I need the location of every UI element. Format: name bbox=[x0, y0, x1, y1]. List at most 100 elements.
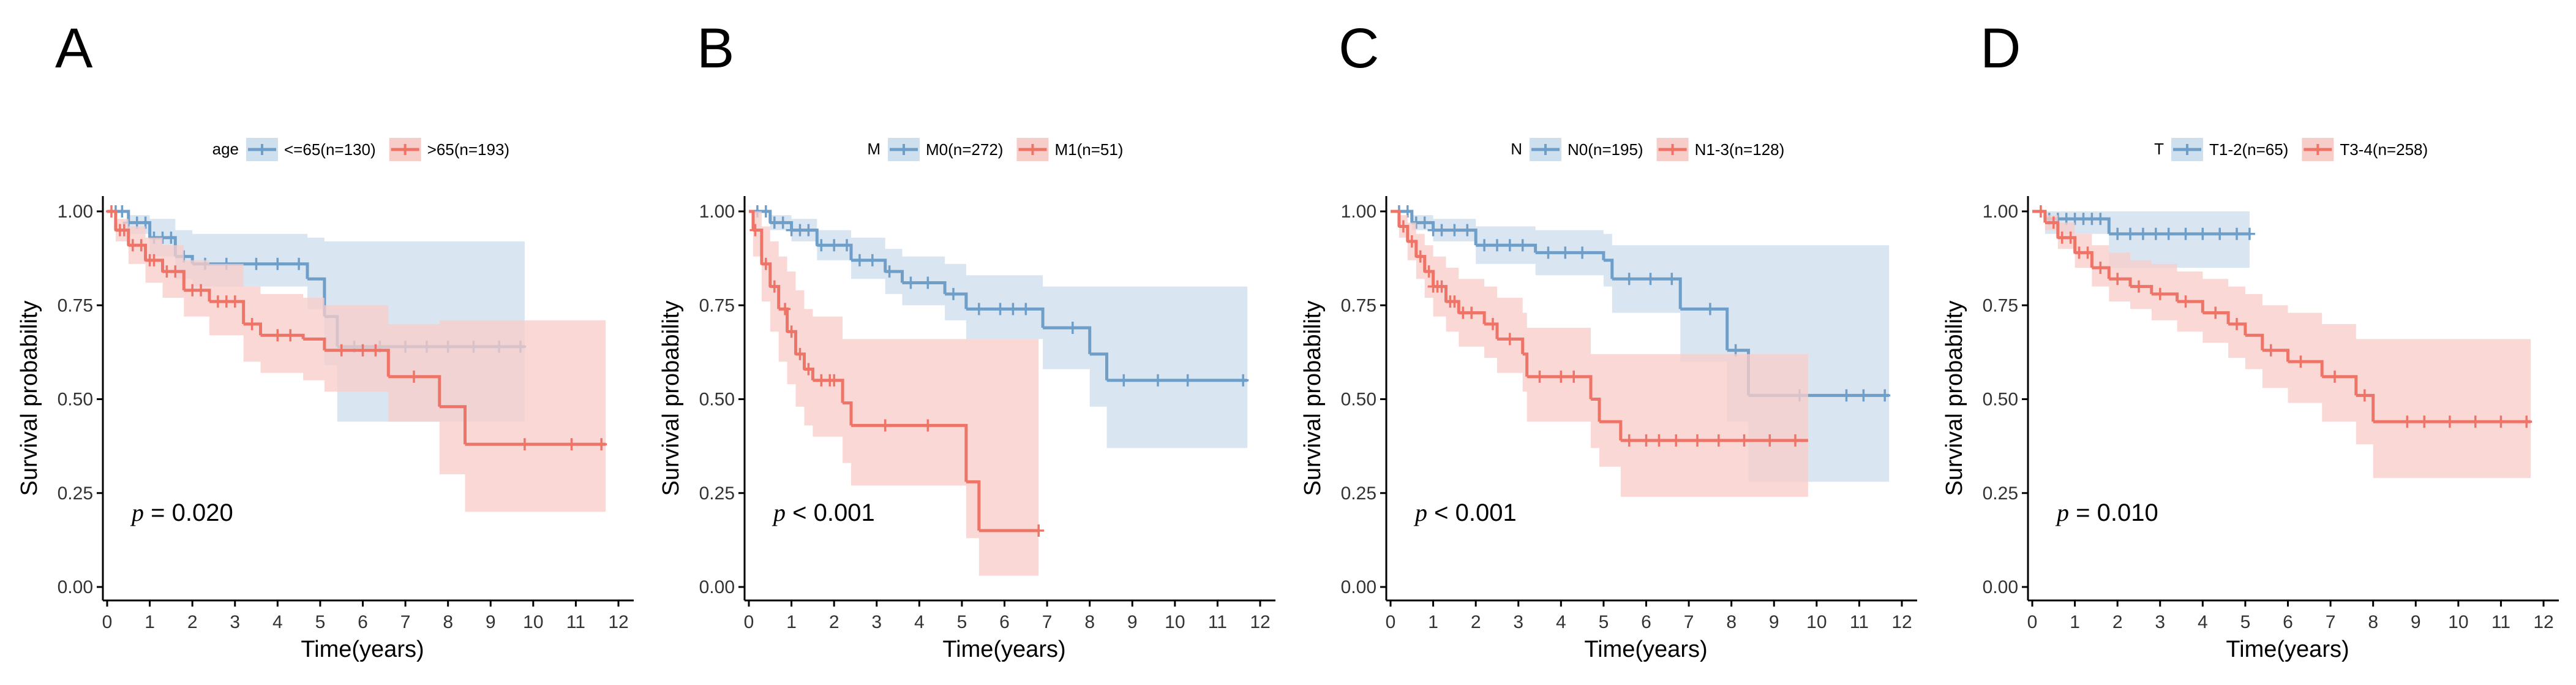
censor-mark bbox=[1764, 434, 1776, 447]
p-symbol: p bbox=[130, 499, 144, 526]
censor-mark bbox=[2444, 415, 2455, 428]
legend: age <=65(n=130) >65(n=193) bbox=[212, 138, 509, 161]
x-axis-label: Time(years) bbox=[1584, 637, 1707, 662]
x-tick-label: 1 bbox=[145, 612, 155, 632]
censor-mark bbox=[866, 254, 878, 267]
panel-letter: D bbox=[1980, 17, 2021, 80]
series-2 bbox=[1391, 210, 1808, 497]
legend-label: <=65(n=130) bbox=[284, 140, 376, 159]
x-tick-label: 11 bbox=[1850, 612, 1869, 632]
censor-mark bbox=[2401, 415, 2413, 428]
censor-mark bbox=[272, 329, 284, 342]
x-tick-label: 10 bbox=[523, 612, 543, 632]
censor-mark bbox=[2065, 231, 2076, 244]
panel-letter: A bbox=[55, 17, 93, 80]
x-tick-label: 0 bbox=[102, 612, 113, 632]
legend-key-marker bbox=[1027, 144, 1038, 155]
legend: T T1-2(n=65) T3-4(n=258) bbox=[2154, 138, 2428, 161]
censor-mark bbox=[1237, 374, 1249, 387]
censor-mark bbox=[1406, 235, 1418, 248]
censor-mark bbox=[1623, 273, 1635, 286]
censor-mark bbox=[2180, 227, 2191, 240]
y-tick-label: 0.00 bbox=[699, 577, 735, 597]
y-tick-label: 1.00 bbox=[1983, 202, 2018, 222]
legend-label: N0(n=195) bbox=[1568, 140, 1643, 159]
x-tick-label: 9 bbox=[2411, 612, 2421, 632]
censor-mark bbox=[973, 303, 985, 316]
censor-mark bbox=[1462, 224, 1473, 237]
x-tick-label: 3 bbox=[1513, 612, 1523, 632]
censor-mark bbox=[118, 224, 130, 237]
x-tick-label: 1 bbox=[2070, 612, 2080, 632]
panel-c: C N N0(n=195) N1-3(n=128) 0.00 0.25 0.50 0.75 1.… bbox=[1300, 17, 1917, 662]
y-axis-label: Survival probability bbox=[1942, 301, 1967, 496]
y-tick-label: 1.00 bbox=[58, 202, 93, 222]
censor-mark bbox=[1713, 434, 1724, 447]
censor-mark bbox=[1504, 333, 1515, 346]
censor-mark bbox=[2244, 227, 2255, 240]
x-tick-label: 12 bbox=[2533, 612, 2553, 632]
x-tick-label: 6 bbox=[999, 612, 1010, 632]
x-tick-label: 6 bbox=[1641, 612, 1651, 632]
legend-label: M1(n=51) bbox=[1054, 140, 1123, 159]
p-value-label: p < 0.001 bbox=[772, 499, 875, 526]
censor-mark bbox=[905, 276, 917, 289]
censor-mark bbox=[293, 257, 305, 270]
panel-d: D T T1-2(n=65) T3-4(n=258) 0.00 0.25 0.50 0.75 1… bbox=[1942, 17, 2559, 662]
p-value: = 0.020 bbox=[144, 499, 233, 526]
censor-mark bbox=[195, 284, 207, 297]
censor-mark bbox=[1653, 434, 1665, 447]
p-symbol: p bbox=[2055, 499, 2069, 526]
series-2 bbox=[749, 210, 1045, 576]
x-tick-label: 5 bbox=[2240, 612, 2251, 632]
legend-label: T3-4(n=258) bbox=[2340, 140, 2428, 159]
censor-mark bbox=[357, 344, 369, 357]
series-1 bbox=[749, 205, 1249, 448]
legend: N N0(n=195) N1-3(n=128) bbox=[1511, 138, 1784, 161]
censor-mark bbox=[272, 257, 284, 270]
censor-mark bbox=[1738, 434, 1750, 447]
p-value-label: p < 0.001 bbox=[1413, 499, 1517, 526]
censor-mark bbox=[2210, 306, 2221, 319]
censor-mark bbox=[1449, 295, 1460, 308]
censor-mark bbox=[2180, 295, 2191, 308]
legend-label: >65(n=193) bbox=[427, 140, 509, 159]
x-tick-label: 1 bbox=[1428, 612, 1438, 632]
legend-key-marker bbox=[257, 144, 268, 155]
x-tick-label: 6 bbox=[2283, 612, 2293, 632]
censor-mark bbox=[1645, 273, 1656, 286]
censor-mark bbox=[777, 216, 789, 229]
censor-mark bbox=[1560, 246, 1571, 259]
x-tick-label: 2 bbox=[1471, 612, 1481, 632]
censor-mark bbox=[135, 239, 147, 252]
legend-item: M1(n=51) bbox=[1016, 138, 1123, 161]
censor-mark bbox=[1577, 246, 1588, 259]
censor-mark bbox=[229, 295, 241, 308]
censor-mark bbox=[879, 419, 891, 432]
p-value: = 0.010 bbox=[2069, 499, 2158, 526]
series-2 bbox=[2032, 205, 2533, 479]
censor-mark bbox=[2137, 227, 2149, 240]
x-tick-label: 7 bbox=[1042, 612, 1053, 632]
censor-mark bbox=[1182, 374, 1193, 387]
legend-item: N0(n=195) bbox=[1530, 138, 1643, 161]
x-tick-label: 1 bbox=[786, 612, 797, 632]
x-tick-label: 9 bbox=[486, 612, 496, 632]
y-tick-label: 0.00 bbox=[1983, 577, 2018, 597]
censor-mark bbox=[2469, 415, 2481, 428]
censor-mark bbox=[922, 276, 934, 289]
censor-mark bbox=[1841, 389, 1852, 402]
censor-mark bbox=[2359, 389, 2370, 402]
legend-title: T bbox=[2154, 140, 2164, 158]
legend-key-marker bbox=[399, 144, 411, 155]
censor-mark bbox=[2035, 205, 2046, 218]
censor-mark bbox=[749, 224, 761, 237]
censor-mark bbox=[828, 239, 840, 252]
x-axis-label: Time(years) bbox=[942, 637, 1065, 662]
censor-mark bbox=[2197, 227, 2209, 240]
x-tick-label: 9 bbox=[1769, 612, 1779, 632]
censor-mark bbox=[1623, 434, 1635, 447]
censor-mark bbox=[1640, 434, 1652, 447]
y-tick-label: 0.75 bbox=[1983, 295, 2018, 316]
